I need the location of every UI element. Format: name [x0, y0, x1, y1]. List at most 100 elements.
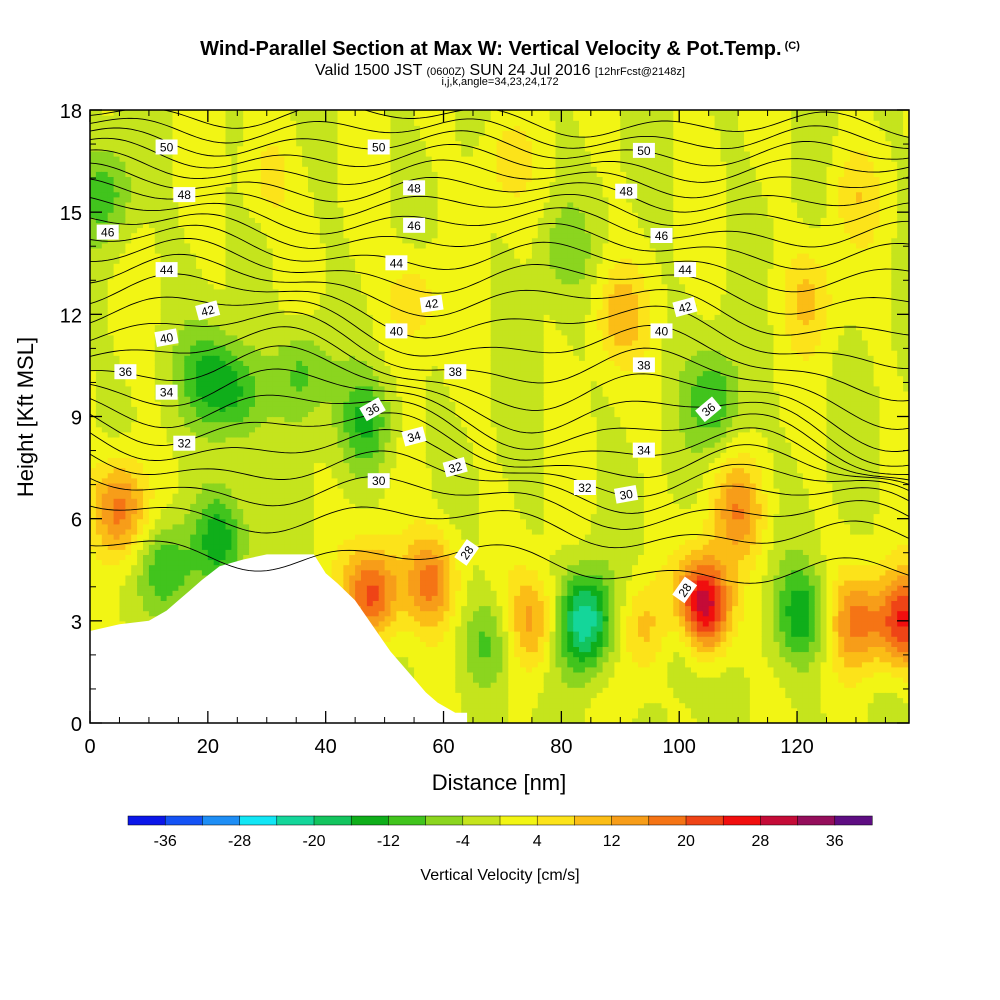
field-cell [154, 293, 162, 300]
field-cell [101, 145, 109, 152]
field-cell [225, 452, 232, 458]
field-cell [255, 339, 262, 346]
field-cell [90, 498, 97, 504]
field-cell [178, 498, 185, 504]
field-cell [184, 156, 191, 162]
field-cell [166, 447, 174, 453]
field-cell [266, 416, 274, 423]
field-cell [237, 299, 244, 305]
field-cell [213, 518, 221, 525]
field-cell [296, 283, 303, 290]
field-cell [237, 391, 244, 397]
field-cell [166, 590, 174, 596]
field-cell [255, 140, 262, 147]
field-cell [272, 227, 280, 234]
field-cell [172, 360, 179, 366]
field-cell [219, 355, 227, 361]
field-cell [219, 421, 227, 428]
field-cell [278, 186, 285, 193]
field-cell [143, 580, 150, 586]
field-cell [231, 380, 238, 387]
field-cell [95, 293, 103, 300]
field-cell [196, 508, 203, 515]
field-cell [131, 232, 138, 239]
field-cell [225, 396, 232, 402]
field-cell [308, 130, 315, 137]
field-cell [101, 191, 109, 198]
field-cell [313, 355, 321, 361]
field-cell [272, 391, 280, 397]
field-cell [296, 237, 303, 244]
field-cell [184, 181, 191, 188]
field-cell [260, 355, 268, 361]
field-cell [331, 564, 339, 571]
field-cell [225, 258, 232, 264]
field-cell [272, 140, 280, 147]
field-cell [255, 150, 262, 157]
field-cell [131, 380, 138, 387]
field-cell [255, 523, 262, 530]
field-cell [184, 329, 191, 336]
field-cell [143, 447, 150, 453]
field-cell [331, 421, 339, 428]
field-cell [213, 232, 221, 239]
field-cell [255, 396, 262, 402]
field-cell [119, 385, 126, 392]
field-cell [260, 431, 268, 438]
field-cell [231, 196, 238, 203]
field-cell [201, 130, 209, 137]
field-cell [137, 580, 144, 586]
field-cell [137, 258, 144, 264]
field-cell [290, 110, 297, 116]
field-cell [166, 324, 174, 331]
field-cell [266, 385, 274, 392]
field-cell [237, 191, 244, 198]
field-cell [201, 293, 209, 300]
field-cell [249, 329, 256, 336]
field-cell [225, 401, 232, 407]
field-cell [308, 120, 315, 126]
field-cell [260, 334, 268, 341]
field-cell [184, 370, 191, 377]
field-cell [190, 130, 197, 137]
field-cell [196, 431, 203, 438]
field-cell [272, 125, 280, 131]
field-cell [90, 447, 97, 453]
field-cell [243, 227, 250, 234]
field-cell [243, 488, 250, 494]
field-cell [313, 452, 321, 458]
field-cell [219, 207, 227, 213]
field-cell [148, 309, 156, 315]
field-cell [313, 401, 321, 407]
field-cell [313, 191, 321, 198]
field-cell [219, 559, 227, 566]
field-cell [260, 161, 268, 167]
field-cell [325, 150, 333, 157]
field-cell [243, 166, 250, 172]
field-cell [308, 508, 315, 515]
field-cell [296, 212, 303, 218]
field-cell [219, 196, 227, 203]
field-cell [90, 574, 97, 581]
field-cell [231, 283, 238, 290]
field-cell [131, 426, 138, 433]
field-cell [184, 309, 191, 315]
field-cell [237, 498, 244, 504]
field-cell [201, 365, 209, 372]
field-cell [201, 324, 209, 331]
field-cell [302, 411, 309, 418]
field-cell [101, 293, 109, 300]
field-cell [107, 156, 115, 162]
field-cell [107, 207, 115, 213]
field-cell [196, 457, 203, 464]
field-cell [284, 176, 291, 183]
field-cell [225, 166, 232, 172]
field-cell [166, 186, 174, 193]
field-cell [284, 247, 291, 254]
field-cell [243, 375, 250, 382]
field-cell [278, 196, 285, 203]
field-cell [255, 513, 262, 520]
field-cell [107, 513, 115, 520]
field-cell [107, 299, 115, 305]
field-cell [166, 375, 174, 382]
